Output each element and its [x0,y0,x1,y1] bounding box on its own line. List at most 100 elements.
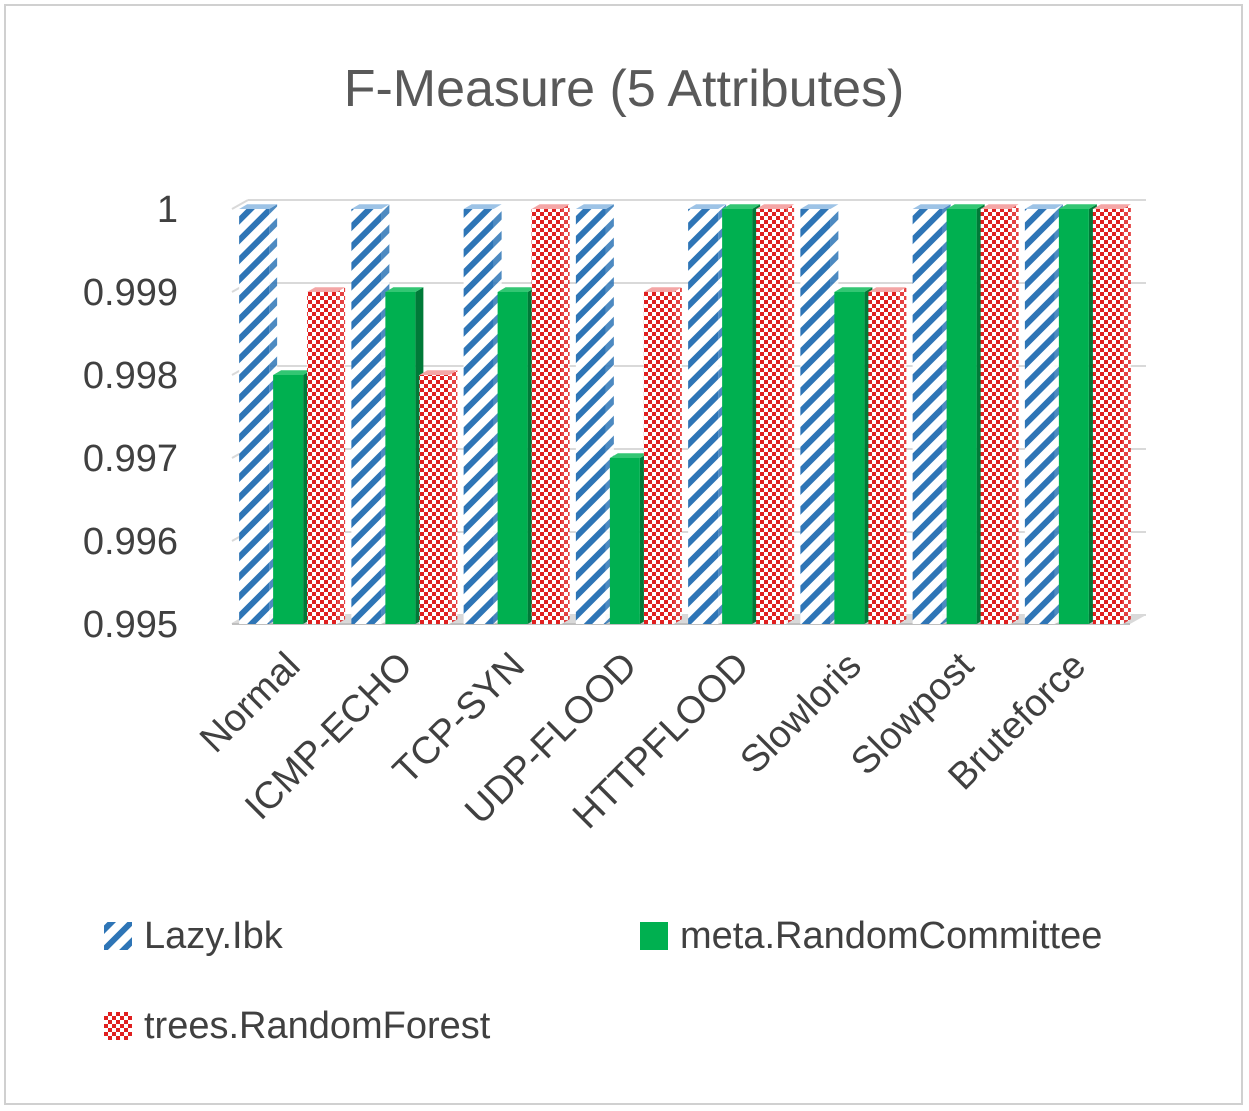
bar-random-forest-side [673,287,682,624]
legend-swatch [104,1012,132,1040]
bar-random-committee-front [497,292,528,624]
bar-random-forest-front [980,209,1011,624]
bar-random-committee [385,287,424,624]
legend-swatch [104,922,132,950]
bar-random-committee [497,287,536,624]
bar-random-forest-front [307,292,338,624]
bar-lazy-ibk-top [575,204,614,209]
bar-lazy-ibk-top [1024,204,1063,209]
bars [239,204,1131,624]
bar-lazy-ibk [688,204,727,624]
legend-label: Lazy.Ibk [144,915,284,957]
bar-random-forest-front [531,209,562,624]
y-tick-label: 0.995 [83,604,178,646]
bar-lazy-ibk-top [463,204,502,209]
bar-lazy-ibk [912,204,951,624]
legend-item-random-committee: meta.RandomCommittee [640,915,1102,957]
bar-random-forest-side [898,287,907,624]
legend-item-random-forest: trees.RandomForest [104,1005,491,1047]
bar-random-forest-front [1092,209,1123,624]
bar-random-forest [980,204,1019,624]
bar-random-forest [868,287,907,624]
bar-random-committee [946,204,985,624]
bar-lazy-ibk [800,204,839,624]
bar-random-committee [609,453,648,624]
bar-random-committee-front [946,209,977,624]
legend-label: meta.RandomCommittee [680,915,1102,957]
x-axis-labels: NormalICMP-ECHOTCP-SYNUDP-FLOODHTTPFLOOD… [192,644,1094,837]
legend-item-lazy-ibk: Lazy.Ibk [104,915,284,957]
gridline-side [231,199,249,210]
bar-random-committee-top [946,204,985,209]
bar-random-committee-front [722,209,753,624]
bar-random-forest [756,204,795,624]
bar-lazy-ibk-top [239,204,278,209]
y-axis-ticks: 0.995 0.996 0.997 0.998 0.999 1 [83,189,178,646]
bar-lazy-ibk-front [463,209,494,624]
bar-lazy-ibk [575,204,614,624]
x-tick-label: Slowloris [733,645,870,782]
bar-random-forest-side [1122,204,1131,624]
bar-random-forest [643,287,682,624]
bar-random-forest [307,287,346,624]
bar-random-committee-top [609,453,648,458]
y-tick-label: 0.999 [83,272,178,314]
bar-lazy-ibk-front [912,209,943,624]
bar-random-committee-front [609,458,640,624]
legend: Lazy.Ibk meta.RandomCommittee trees.Random… [104,915,1102,1047]
bar-random-forest-front [419,375,450,624]
bar-lazy-ibk [1024,204,1063,624]
bar-random-forest-front [643,292,674,624]
bar-random-committee-top [385,287,424,292]
bar-lazy-ibk-front [351,209,382,624]
bar-random-committee-top [722,204,761,209]
bar-random-forest-top [531,204,570,209]
bar-random-forest-top [980,204,1019,209]
bar-lazy-ibk-front [575,209,606,624]
y-tick-label: 1 [157,189,178,231]
legend-swatch [640,922,668,950]
y-tick-label: 0.996 [83,521,178,563]
y-tick-label: 0.998 [83,355,178,397]
bar-random-forest [1092,204,1131,624]
bar-random-committee-top [273,370,312,375]
bar-random-committee-front [1058,209,1089,624]
bar-random-forest-top [756,204,795,209]
bar-lazy-ibk [351,204,390,624]
bar-random-forest-front [868,292,899,624]
bar-random-committee [1058,204,1097,624]
bar-random-committee-front [273,375,304,624]
y-tick-label: 0.997 [83,438,178,480]
bar-random-forest-side [449,370,458,624]
bar-random-forest-top [419,370,458,375]
bar-random-forest-front [756,209,787,624]
bar-random-committee [273,370,312,624]
bar-random-forest-top [868,287,907,292]
bar-random-forest-side [561,204,570,624]
bar-lazy-ibk-top [688,204,727,209]
bar-random-committee-top [497,287,536,292]
bar-lazy-ibk-top [351,204,390,209]
bar-lazy-ibk-front [239,209,270,624]
bar-random-forest-top [1092,204,1131,209]
bar-random-forest-side [337,287,346,624]
bar-lazy-ibk-top [912,204,951,209]
bar-lazy-ibk [239,204,278,624]
legend-label: trees.RandomForest [144,1005,491,1047]
bar-random-forest-side [1010,204,1019,624]
bar-random-committee-front [385,292,416,624]
bar-random-forest [531,204,570,624]
bar-lazy-ibk-front [1024,209,1055,624]
bar-random-forest-top [643,287,682,292]
bar-random-forest [419,370,458,624]
bar-random-committee [722,204,761,624]
bar-random-committee [834,287,873,624]
bar-random-forest-top [307,287,346,292]
chart-title: F-Measure (5 Attributes) [344,60,905,118]
bar-lazy-ibk-front [800,209,831,624]
bar-lazy-ibk [463,204,502,624]
bar-lazy-ibk-front [688,209,719,624]
bar-random-forest-side [786,204,795,624]
bar-random-committee-top [1058,204,1097,209]
